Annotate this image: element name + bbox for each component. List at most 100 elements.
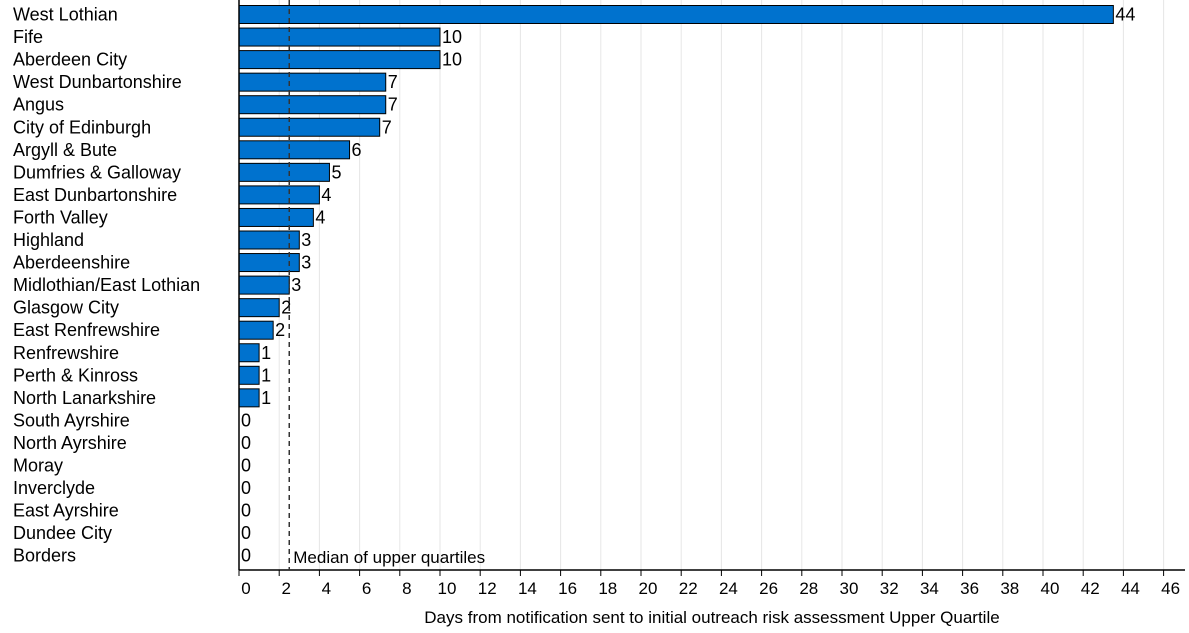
bar: [238, 207, 314, 227]
x-tick-label: 32: [880, 579, 899, 598]
bar: [238, 230, 300, 250]
data-label: 3: [301, 230, 311, 250]
x-tick-label: 46: [1161, 579, 1180, 598]
category-label: Aberdeenshire: [13, 253, 130, 273]
bar: [238, 185, 320, 205]
category-label: Midlothian/East Lothian: [13, 275, 200, 295]
bar: [238, 95, 387, 115]
category-label: Borders: [13, 546, 76, 566]
category-label: Glasgow City: [13, 298, 119, 318]
category-label: East Dunbartonshire: [13, 185, 177, 205]
category-label: Highland: [13, 230, 84, 250]
x-tick-label: 14: [518, 579, 537, 598]
category-label: Angus: [13, 95, 64, 115]
category-label: West Lothian: [13, 5, 118, 25]
data-label: 7: [388, 95, 398, 115]
data-label: 0: [241, 523, 251, 543]
data-label: 10: [442, 27, 462, 47]
category-label: Dumfries & Galloway: [13, 162, 181, 182]
data-label: 0: [241, 501, 251, 521]
data-label: 7: [382, 117, 392, 137]
x-tick-label: 36: [960, 579, 979, 598]
x-tick-label: 28: [799, 579, 818, 598]
x-tick-label: 24: [719, 579, 738, 598]
bars: [238, 5, 1114, 408]
data-label: 44: [1115, 5, 1135, 25]
category-label: Perth & Kinross: [13, 365, 138, 385]
category-label: Inverclyde: [13, 478, 95, 498]
data-label: 5: [331, 162, 341, 182]
data-label: 1: [261, 343, 271, 363]
bar: [238, 275, 290, 295]
data-label: 0: [241, 456, 251, 476]
x-tick-label: 42: [1081, 579, 1100, 598]
x-tick-label: 20: [639, 579, 658, 598]
category-label: Moray: [13, 456, 63, 476]
x-tick-label: 6: [362, 579, 371, 598]
x-tick-label: 44: [1121, 579, 1140, 598]
bar: [238, 5, 1114, 24]
category-label: South Ayrshire: [13, 410, 130, 430]
x-tick-label: 10: [438, 579, 457, 598]
x-tick-label: 40: [1041, 579, 1060, 598]
data-label: 0: [241, 478, 251, 498]
bar: [238, 117, 381, 137]
bar: [238, 27, 441, 47]
category-label: Aberdeen City: [13, 50, 127, 70]
x-tick-label: 4: [322, 579, 331, 598]
x-tick-label: 2: [281, 579, 290, 598]
data-label: 0: [241, 410, 251, 430]
data-label: 4: [321, 185, 331, 205]
category-label: City of Edinburgh: [13, 117, 151, 137]
bar: [238, 50, 441, 70]
bar: [238, 365, 260, 385]
bar: [238, 388, 260, 408]
data-label: 1: [261, 365, 271, 385]
median-label: Median of upper quartiles: [293, 548, 485, 567]
bar: [238, 253, 300, 273]
x-tick-label: 26: [759, 579, 778, 598]
bar: [238, 140, 351, 160]
bar: [238, 298, 280, 318]
x-tick-label: 12: [478, 579, 497, 598]
gridlines: [278, 0, 1165, 570]
data-label: 0: [241, 433, 251, 453]
x-tick-label: 16: [558, 579, 577, 598]
category-label: Dundee City: [13, 523, 112, 543]
bar: [238, 162, 330, 182]
x-tick-label: 34: [920, 579, 939, 598]
bar: [238, 72, 387, 92]
data-label: 10: [442, 50, 462, 70]
bar: [238, 343, 260, 363]
data-label: 7: [388, 72, 398, 92]
data-label: 3: [291, 275, 301, 295]
data-label: 4: [315, 207, 325, 227]
x-tick-label: 22: [679, 579, 698, 598]
x-axis-title: Days from notification sent to initial o…: [424, 608, 999, 627]
category-label: Argyll & Bute: [13, 140, 117, 160]
data-label: 1: [261, 388, 271, 408]
data-label: 0: [241, 546, 251, 566]
bar: [238, 320, 274, 340]
x-tick-label: 8: [402, 579, 411, 598]
x-axis: 0 2 4 6 8 10 12 14 16 18 20 22 24 26 28 30 32 34 36 38 40 42 4…: [238, 0, 1185, 598]
category-label: Forth Valley: [13, 207, 108, 227]
category-label: East Ayrshire: [13, 501, 119, 521]
category-label: East Renfrewshire: [13, 320, 160, 340]
data-label: 3: [301, 253, 311, 273]
category-label: Fife: [13, 27, 43, 47]
x-tick-label: 18: [598, 579, 617, 598]
data-label: 2: [281, 298, 291, 318]
category-label: North Lanarkshire: [13, 388, 156, 408]
category-label: North Ayrshire: [13, 433, 127, 453]
x-tick-label: 0: [241, 579, 250, 598]
data-label: 6: [352, 140, 362, 160]
x-tick-label: 30: [840, 579, 859, 598]
category-label: Renfrewshire: [13, 343, 119, 363]
data-label: 2: [275, 320, 285, 340]
x-tick-label: 38: [1000, 579, 1019, 598]
category-label: West Dunbartonshire: [13, 72, 182, 92]
